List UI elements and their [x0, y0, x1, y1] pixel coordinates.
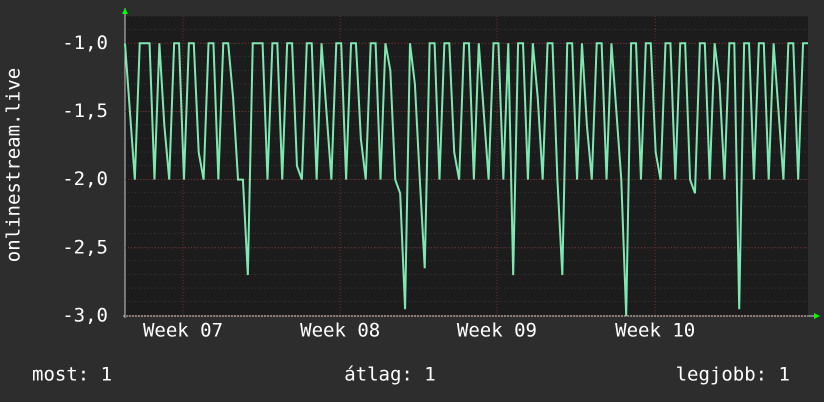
- y-tick-label: -1,5: [62, 100, 108, 122]
- y-tick-label: -1,0: [62, 32, 108, 54]
- data-line: [124, 42, 808, 317]
- y-tick-label: -3,0: [62, 305, 108, 327]
- y-tick-label: -2,5: [62, 236, 108, 258]
- x-tick-label: Week 07: [143, 320, 223, 342]
- legend-most: most: 1: [32, 364, 112, 386]
- x-tick-label: Week 10: [615, 320, 695, 342]
- x-tick-label: Week 08: [300, 320, 380, 342]
- x-tick-label: Week 09: [457, 320, 537, 342]
- legend-legjobb: legjobb: 1: [676, 364, 790, 386]
- legend-atlag: átlag: 1: [344, 364, 436, 386]
- x-arrow: [814, 313, 820, 319]
- minor-grid: [125, 16, 808, 316]
- y-tick-label: -2,0: [62, 168, 108, 190]
- y-arrow: [122, 8, 128, 14]
- y-axis-label: onlinestream.live: [3, 68, 25, 262]
